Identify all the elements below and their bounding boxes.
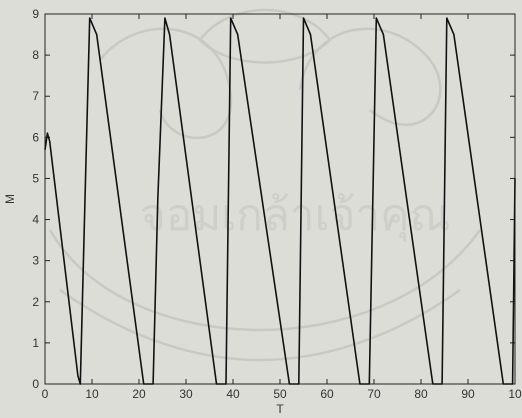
x-tick-label: 90 xyxy=(461,387,475,401)
y-tick-label: 7 xyxy=(32,89,39,103)
x-tick-label: 70 xyxy=(367,387,381,401)
x-tick-label: 10 xyxy=(85,387,99,401)
y-tick-label: 1 xyxy=(32,336,39,350)
x-tick-label: 10 xyxy=(508,387,522,401)
y-tick-label: 5 xyxy=(32,171,39,185)
y-tick-label: 4 xyxy=(32,213,39,227)
x-tick-label: 50 xyxy=(273,387,287,401)
y-tick-label: 6 xyxy=(32,130,39,144)
y-tick-label: 2 xyxy=(32,295,39,309)
y-tick-label: 0 xyxy=(32,377,39,391)
x-axis-label: T xyxy=(276,402,284,416)
y-tick-label: 9 xyxy=(32,7,39,21)
series-layer xyxy=(44,17,516,385)
series-line-0 xyxy=(44,17,516,385)
watermark-seal: จอมเกล้าเจ้าคุณ xyxy=(48,8,482,362)
watermark-text: จอมเกล้าเจ้าคุณ xyxy=(140,190,450,242)
y-tick-label: 8 xyxy=(32,48,39,62)
x-tick-label: 0 xyxy=(42,387,49,401)
x-tick-label: 20 xyxy=(132,387,146,401)
x-tick-label: 40 xyxy=(226,387,240,401)
x-tick-label: 30 xyxy=(179,387,193,401)
y-tick-label: 3 xyxy=(32,254,39,268)
y-axis-label: M xyxy=(3,194,17,204)
x-axis: 0 10 20 30 40 50 60 70 80 90 10 xyxy=(42,14,522,401)
x-tick-label: 60 xyxy=(320,387,334,401)
x-tick-label: 80 xyxy=(414,387,428,401)
